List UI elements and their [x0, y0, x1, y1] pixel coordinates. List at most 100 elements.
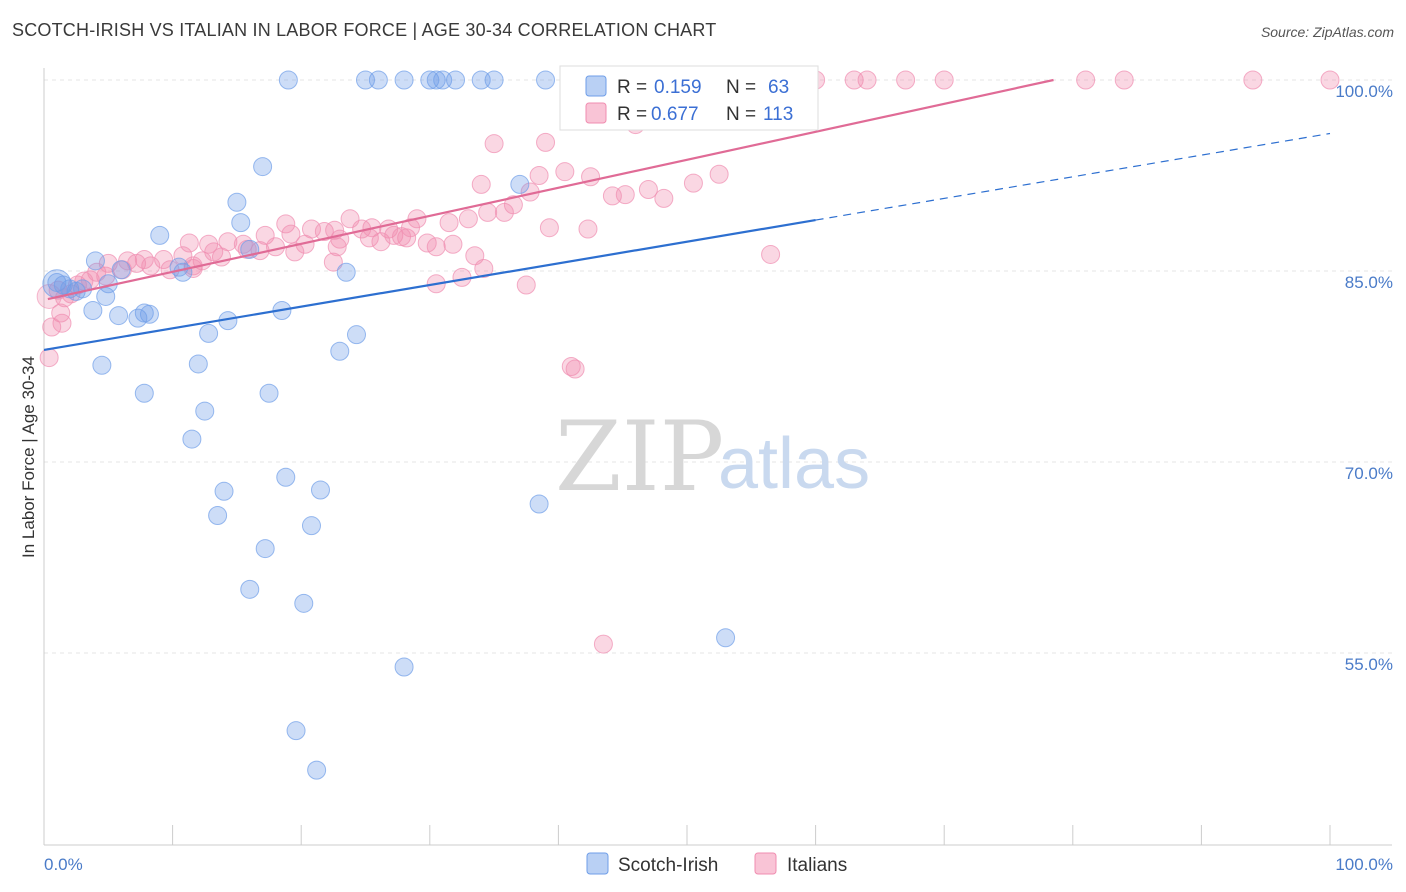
legend-n-label-scotch-irish: N =: [726, 77, 756, 98]
italian-point: [281, 224, 301, 244]
italian-point: [42, 317, 62, 337]
italian-point: [539, 218, 559, 238]
scotch-irish-point: [301, 516, 321, 536]
y-tick-label: 100.0%: [1335, 82, 1393, 101]
scotch-irish-point: [83, 300, 103, 320]
scotch-irish-point: [231, 213, 251, 233]
italian-point: [471, 174, 491, 194]
italian-point: [578, 219, 598, 239]
italian-point: [392, 227, 412, 247]
scotch-irish-point: [259, 383, 279, 403]
scotch-irish-point: [346, 325, 366, 345]
italian-point: [452, 267, 472, 287]
italian-points: [36, 70, 1340, 654]
y-tick-label: 85.0%: [1345, 273, 1393, 292]
scotch-irish-point: [73, 279, 93, 299]
italian-point: [173, 246, 193, 266]
scotch-irish-point: [368, 70, 388, 90]
italian-point: [654, 188, 674, 208]
italian-point: [1114, 70, 1134, 90]
scotch-irish-point: [278, 70, 298, 90]
bottom-legend-label-italians: Italians: [787, 855, 847, 876]
legend-n-value-italians: 113: [763, 104, 793, 125]
scotch-irish-point: [96, 286, 116, 306]
scotch-irish-point: [139, 304, 159, 324]
legend-r-label-scotch-irish: R =: [617, 77, 647, 98]
scotch-irish-point: [330, 341, 350, 361]
italian-point: [1076, 70, 1096, 90]
italian-point: [443, 234, 463, 254]
scotch-irish-point: [446, 70, 466, 90]
italian-point: [285, 242, 305, 262]
scotch-irish-point: [214, 481, 234, 501]
scotch-irish-point: [255, 539, 275, 559]
italian-point: [516, 275, 536, 295]
legend-r-label-italians: R =: [617, 104, 647, 125]
scotch-irish-point: [276, 467, 296, 487]
scotch-irish-points: [42, 70, 736, 780]
italian-point: [426, 237, 446, 257]
italian-point: [323, 252, 343, 272]
bottom-legend-label-scotch-irish: Scotch-Irish: [618, 855, 718, 876]
scotch-irish-point: [510, 174, 530, 194]
scotch-irish-point: [394, 657, 414, 677]
legend-swatch-scotch-irish: [585, 75, 607, 97]
x-tick-label: 100.0%: [1335, 855, 1393, 874]
italian-point: [494, 202, 514, 222]
scotch-irish-point: [307, 760, 327, 780]
watermark-atlas: atlas: [718, 424, 870, 504]
scotch-irish-point: [182, 429, 202, 449]
scotch-irish-point: [716, 628, 736, 648]
scotch-irish-trend-line: [43, 218, 816, 352]
scotch-irish-point: [111, 260, 131, 280]
italian-point: [179, 233, 199, 253]
scotch-irish-point: [199, 323, 219, 343]
scotch-irish-point: [240, 579, 260, 599]
bottom-legend-swatch-scotch-irish: [586, 852, 609, 875]
bottom-legend-swatch-italians: [754, 852, 777, 875]
italian-point: [39, 348, 59, 368]
top-legend: R = 0.159 N = 63 R = 0.677 N = 113: [559, 65, 819, 131]
scotch-irish-point: [150, 225, 170, 245]
italian-point: [314, 222, 334, 242]
italian-point: [52, 313, 72, 333]
scotch-irish-point: [92, 355, 112, 375]
italian-point: [439, 213, 459, 233]
scotch-irish-point: [286, 721, 306, 741]
italian-point: [484, 134, 504, 154]
italian-point: [934, 70, 954, 90]
scotch-irish-point: [484, 70, 504, 90]
scotch-irish-point: [253, 157, 273, 177]
italian-point: [141, 256, 161, 276]
scotch-irish-point: [294, 593, 314, 613]
scotch-irish-point: [42, 269, 72, 299]
scotch-irish-trend-extension: [815, 132, 1331, 221]
italian-point: [709, 164, 729, 184]
scotch-irish-point: [85, 251, 105, 271]
y-axis-label: In Labor Force | Age 30-34: [19, 356, 38, 558]
italian-point: [265, 237, 285, 257]
y-tick-labels: 55.0% 70.0% 85.0% 100.0%: [1335, 82, 1393, 674]
italian-point: [602, 186, 622, 206]
italian-point: [1320, 70, 1340, 90]
italian-point: [761, 244, 781, 264]
bottom-legend: Scotch-Irish Italians: [586, 852, 847, 876]
legend-r-value-scotch-irish: 0.159: [654, 77, 702, 98]
x-tick-label: 0.0%: [44, 855, 83, 874]
y-tick-label: 55.0%: [1345, 655, 1393, 674]
scotch-irish-point: [536, 70, 556, 90]
legend-n-value-scotch-irish: 63: [768, 77, 789, 98]
italian-point: [683, 173, 703, 193]
italian-point: [857, 70, 877, 90]
italian-point: [555, 162, 575, 182]
scotch-irish-point: [426, 70, 446, 90]
italian-point: [478, 202, 498, 222]
italian-point: [276, 214, 296, 234]
italian-point: [1243, 70, 1263, 90]
scotch-irish-point: [227, 192, 247, 212]
x-tick-labels: 0.0% 100.0%: [44, 855, 1393, 874]
legend-swatch-italians: [585, 102, 607, 124]
watermark-zip: ZIP: [555, 401, 724, 513]
legend-r-value-italians: 0.677: [651, 104, 699, 125]
scotch-irish-point: [188, 354, 208, 374]
